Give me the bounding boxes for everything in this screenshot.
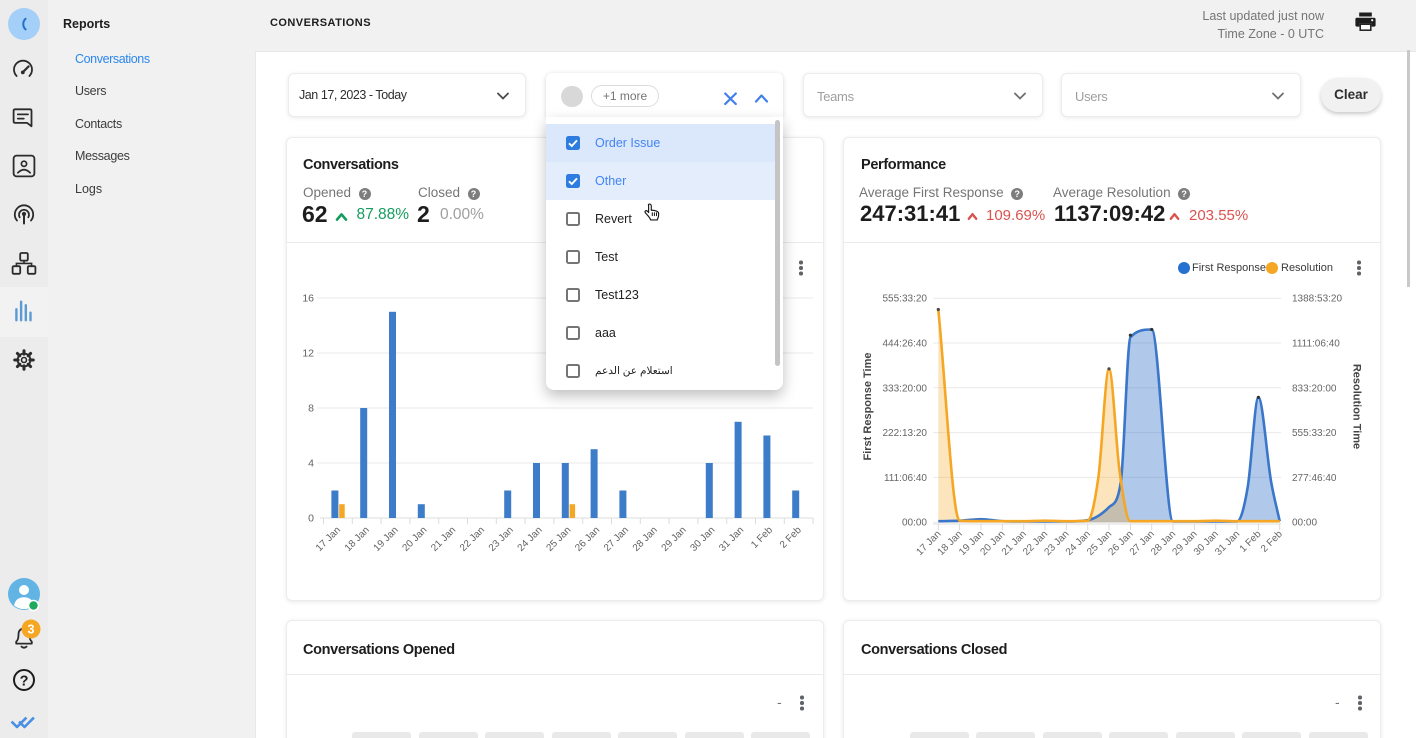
svg-text:23 Jan: 23 Jan xyxy=(487,525,516,554)
svg-text:25 Jan: 25 Jan xyxy=(544,525,573,554)
svg-text:Resolution Time: Resolution Time xyxy=(1351,364,1363,449)
svg-text:444:26:40: 444:26:40 xyxy=(883,339,928,350)
svg-text:22 Jan: 22 Jan xyxy=(458,525,487,554)
svg-text:1111:06:40: 1111:06:40 xyxy=(1292,339,1340,350)
svg-text:4: 4 xyxy=(308,458,314,470)
svg-text:20 Jan: 20 Jan xyxy=(400,525,429,554)
svg-text:111:06:40: 111:06:40 xyxy=(884,473,927,484)
svg-text:555:33:20: 555:33:20 xyxy=(1292,428,1337,439)
svg-text:333:20:00: 333:20:00 xyxy=(883,383,928,394)
svg-text:30 Jan: 30 Jan xyxy=(688,525,717,554)
svg-text:First Response Time: First Response Time xyxy=(862,353,874,461)
svg-text:28 Jan: 28 Jan xyxy=(631,525,660,554)
svg-text:555:33:20: 555:33:20 xyxy=(883,294,928,305)
svg-text:00:00: 00:00 xyxy=(902,518,927,529)
svg-text:833:20:00: 833:20:00 xyxy=(1292,383,1337,394)
svg-text:29 Jan: 29 Jan xyxy=(660,525,689,554)
svg-text:17 Jan: 17 Jan xyxy=(314,525,343,554)
svg-text:21 Jan: 21 Jan xyxy=(429,525,458,554)
svg-text:?: ? xyxy=(20,674,29,690)
svg-text:222:13:20: 222:13:20 xyxy=(883,428,928,439)
svg-text:31 Jan: 31 Jan xyxy=(1213,529,1242,558)
svg-text:1388:53:20: 1388:53:20 xyxy=(1292,294,1342,305)
svg-text:12: 12 xyxy=(302,348,314,360)
svg-text:277:46:40: 277:46:40 xyxy=(1292,473,1337,484)
svg-text:31 Jan: 31 Jan xyxy=(717,525,746,554)
svg-text:3: 3 xyxy=(28,622,35,636)
svg-text:8: 8 xyxy=(308,403,314,415)
svg-text:19 Jan: 19 Jan xyxy=(372,525,401,554)
svg-text:2 Feb: 2 Feb xyxy=(778,525,804,551)
svg-text:27 Jan: 27 Jan xyxy=(602,525,631,554)
svg-text:18 Jan: 18 Jan xyxy=(343,525,372,554)
svg-text:0: 0 xyxy=(308,513,314,525)
svg-text:26 Jan: 26 Jan xyxy=(573,525,602,554)
svg-text:1 Feb: 1 Feb xyxy=(749,525,775,551)
svg-text:1 Feb: 1 Feb xyxy=(1238,529,1264,555)
svg-text:24 Jan: 24 Jan xyxy=(516,525,545,554)
svg-text:16: 16 xyxy=(302,293,314,305)
svg-text:00:00: 00:00 xyxy=(1292,518,1317,529)
svg-text:2 Feb: 2 Feb xyxy=(1259,529,1285,555)
